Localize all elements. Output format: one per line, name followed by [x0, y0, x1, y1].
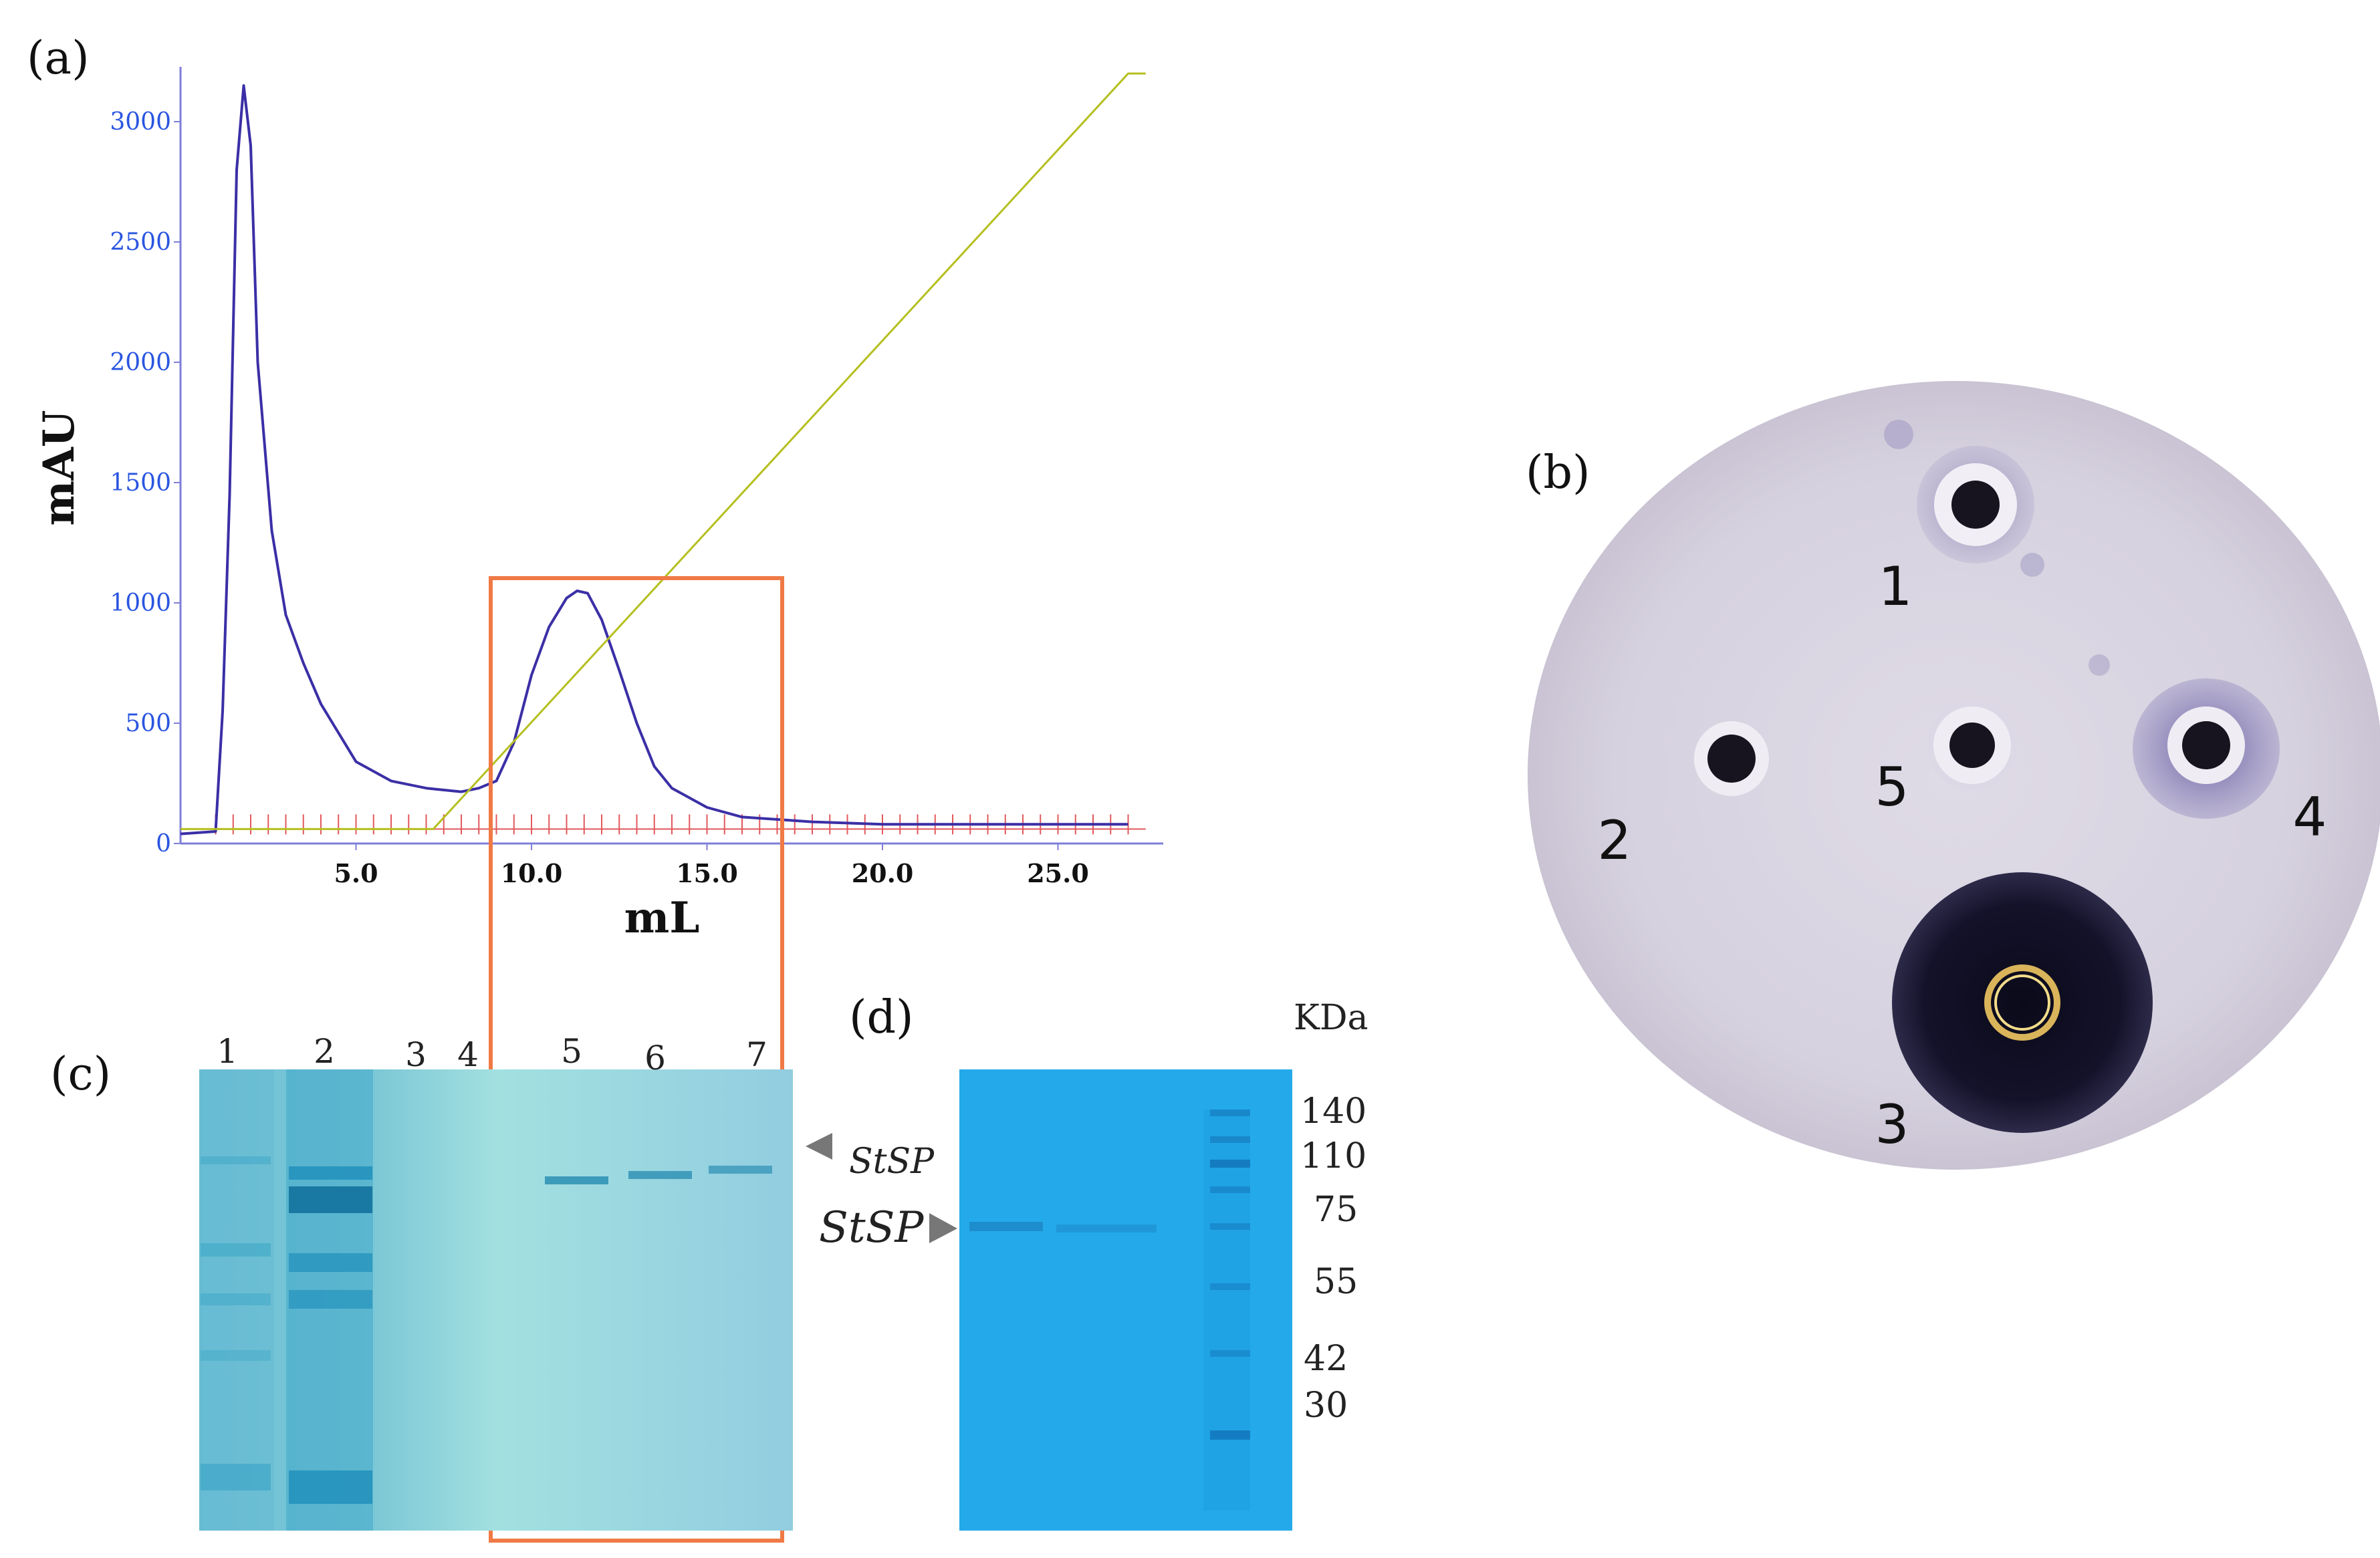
x-tick-label: 25.0 [1027, 858, 1089, 888]
x-axis-label: mL [624, 893, 700, 943]
lane-label-5: 5 [561, 1032, 582, 1071]
highlight-box [489, 576, 784, 1543]
well-3 [1892, 872, 2153, 1133]
well-label-5: 5 [1875, 756, 1909, 818]
chromatogram-chart: 0 500 1000 1500 2000 2500 3000 5.0 10.0 15.0 20.0 2… [110, 67, 1163, 888]
x-tick-label: 15.0 [676, 858, 738, 888]
lane-label-4: 4 [457, 1035, 479, 1074]
marker-label-110: 110 [1300, 1136, 1366, 1176]
x-tick-label: 5.0 [334, 858, 378, 888]
y-tick-label: 2000 [110, 349, 171, 376]
panel-b-label: (b) [1526, 446, 1590, 499]
x-tick-label: 10.0 [501, 858, 563, 888]
stain-spot [1884, 420, 1913, 449]
well-1 [1917, 446, 2034, 563]
well-label-2: 2 [1598, 809, 1632, 872]
well-label-4: 4 [2293, 786, 2327, 848]
panel-c-label: (c) [50, 1048, 111, 1101]
stsp-label-c: StSP [849, 1142, 935, 1182]
arrow-c-icon [806, 1133, 832, 1160]
gradient-line [181, 72, 1146, 830]
lane-label-3: 3 [405, 1035, 427, 1074]
marker-label-42: 42 [1304, 1339, 1348, 1379]
marker-label-140: 140 [1300, 1091, 1366, 1132]
stain-spot [2089, 654, 2110, 676]
stsp-label-d: StSP [819, 1203, 924, 1253]
y-tick-label: 3000 [110, 108, 171, 136]
lane-label-1: 1 [217, 1032, 238, 1071]
marker-label-55: 55 [1314, 1262, 1358, 1302]
stain-spot [2020, 553, 2044, 577]
marker-label-30: 30 [1304, 1386, 1348, 1426]
well-label-1: 1 [1879, 555, 1913, 618]
well-4 [2133, 678, 2280, 819]
y-axis-label: mAU [34, 410, 84, 525]
panel-a-label: (a) [27, 32, 90, 85]
marker-unit-label: KDa [1294, 998, 1368, 1038]
y-tick-label: 1500 [110, 469, 171, 497]
panel-a: (a) 0 500 1000 1500 2000 2500 3000 5.0 10.0 15.0 2… [27, 32, 1163, 1543]
uv-absorbance-line [180, 84, 1128, 835]
y-tick-label: 500 [125, 710, 171, 737]
panel-b: (b) [1526, 381, 2380, 1170]
well-5 [1927, 700, 2018, 791]
marker-label-75: 75 [1314, 1190, 1358, 1230]
y-tick-label: 1000 [110, 590, 171, 617]
well-label-3: 3 [1875, 1093, 1909, 1156]
y-tick-label: 2500 [110, 229, 171, 256]
y-tick-label: 0 [156, 830, 171, 858]
lane-label-6: 6 [644, 1039, 666, 1077]
lane-label-2: 2 [314, 1032, 335, 1071]
arrow-d-icon [929, 1213, 957, 1243]
panel-d-label: (d) [849, 991, 914, 1044]
lane-label-7: 7 [746, 1035, 767, 1074]
panel-c: (c) 1 2 3 4 5 6 7 StSP [50, 1032, 935, 1531]
well-2 [1694, 721, 1769, 796]
panel-d: (d) StSP KDa 140 110 75 55 42 30 [819, 991, 1368, 1531]
x-tick-label: 20.0 [852, 858, 914, 888]
